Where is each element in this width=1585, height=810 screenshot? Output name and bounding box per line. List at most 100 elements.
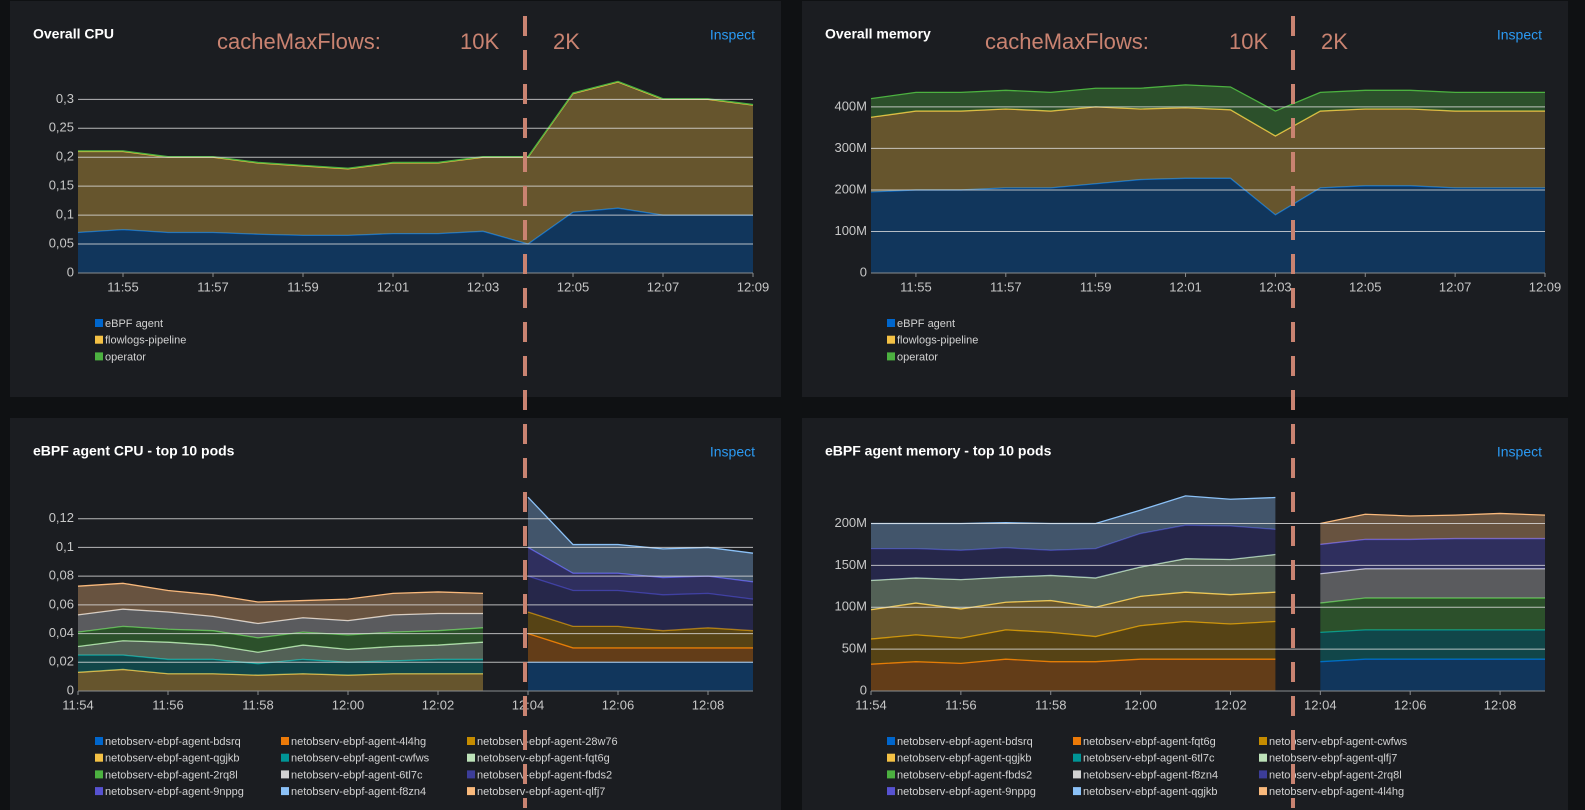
area-fill (1320, 538, 1545, 574)
y-tick-label: 0,06 (49, 596, 74, 611)
legend-swatch (95, 787, 103, 796)
x-tick-label: 12:04 (512, 697, 545, 712)
area-fill (78, 655, 483, 676)
legend-label: netobserv-ebpf-agent-fqt6g (1083, 736, 1216, 748)
area-line (527, 611, 754, 632)
legend-label: netobserv-ebpf-agent-fbds2 (897, 769, 1032, 781)
area-fill (1320, 659, 1545, 691)
legend-label: eBPF agent (105, 318, 163, 330)
legend-swatch (281, 787, 289, 796)
legend-label: netobserv-ebpf-agent-fqt6g (477, 753, 610, 765)
y-tick-label: 200M (834, 181, 867, 196)
area-line (870, 591, 1276, 611)
x-tick-label: 11:55 (900, 279, 932, 294)
area-line (1320, 629, 1545, 634)
legend-label: netobserv-ebpf-agent-2rq8l (1269, 769, 1402, 781)
y-tick-label: 100M (834, 223, 867, 238)
inspect-link[interactable]: Inspect (1497, 27, 1542, 43)
y-tick-label: 0 (67, 682, 74, 697)
x-tick-label: 11:57 (990, 279, 1022, 294)
area-line (77, 668, 483, 676)
legend-swatch (95, 335, 103, 344)
area-line (870, 620, 1276, 640)
legend-label: netobserv-ebpf-agent-qgjkb (105, 753, 240, 765)
annotation-label: cacheMaxFlows: (217, 29, 381, 54)
legend-label: operator (105, 351, 146, 363)
area-line (527, 496, 754, 554)
x-tick-label: 12:03 (467, 279, 500, 294)
area-line (871, 524, 1276, 551)
panel (10, 1, 781, 397)
legend-label: flowlogs-pipeline (105, 335, 186, 347)
legend-swatch (95, 770, 103, 779)
x-tick-label: 11:55 (107, 279, 139, 294)
legend-swatch (467, 737, 475, 745)
panel-title: eBPF agent memory - top 10 pods (825, 443, 1052, 459)
x-tick-label: 11:54 (855, 697, 887, 712)
area-line (77, 640, 484, 653)
legend-swatch (887, 319, 895, 327)
legend-label: netobserv-ebpf-agent-cwfws (291, 753, 430, 765)
panel-title: Overall CPU (33, 26, 114, 42)
area-fill (871, 525, 1276, 581)
y-tick-label: 0,1 (56, 207, 74, 222)
area-line (1320, 597, 1545, 604)
legend-label: netobserv-ebpf-agent-cwfws (1269, 736, 1408, 748)
area-fill (871, 178, 1545, 273)
charts: Overall CPU Inspect 0 0,05 0,1 0,15 0,2 0,25 0,3… (33, 26, 1561, 798)
legend-swatch (1073, 753, 1081, 762)
area-fill (78, 640, 483, 664)
legend-label: netobserv-ebpf-agent-qlfj7 (477, 786, 605, 798)
y-tick-label: 400M (834, 98, 867, 113)
area-fill (528, 662, 753, 691)
y-tick-label: 50M (842, 641, 867, 656)
area-fill (871, 554, 1276, 610)
legend-swatch (281, 737, 289, 745)
legend-swatch (887, 352, 895, 361)
legend-swatch (467, 753, 475, 762)
area-line (78, 80, 754, 169)
area-line (870, 84, 1545, 112)
legend-label: netobserv-ebpf-agent-6tl7c (291, 769, 423, 781)
inspect-link[interactable]: Inspect (710, 444, 755, 460)
x-tick-label: 12:01 (1169, 279, 1202, 294)
y-tick-label: 0,02 (49, 654, 74, 669)
area-line (78, 654, 483, 665)
area-line (870, 177, 1545, 216)
x-tick-label: 11:54 (62, 697, 94, 712)
area-line (77, 582, 484, 603)
legend-swatch (281, 753, 289, 762)
area-fill (78, 626, 483, 653)
legend-label: netobserv-ebpf-agent-qlfj7 (1269, 753, 1397, 765)
x-tick-label: 11:59 (1080, 279, 1112, 294)
legend-label: flowlogs-pipeline (897, 335, 978, 347)
x-tick-label: 11:56 (945, 697, 977, 712)
legend-label: netobserv-ebpf-agent-4l4hg (1269, 786, 1404, 798)
y-tick-label: 0,1 (56, 539, 74, 554)
x-tick-label: 12:09 (737, 279, 770, 294)
legend-swatch (95, 319, 103, 327)
area-fill (871, 621, 1276, 665)
area-line (77, 207, 753, 245)
legend-label: netobserv-ebpf-agent-f8zn4 (291, 786, 426, 798)
y-tick-label: 150M (834, 557, 867, 572)
legend-label: netobserv-ebpf-agent-9nppg (105, 786, 244, 798)
y-tick-label: 0,15 (49, 178, 74, 193)
y-tick-label: 0,2 (56, 149, 74, 164)
legend-label: netobserv-ebpf-agent-qgjkb (1083, 786, 1218, 798)
x-tick-label: 12:06 (602, 697, 635, 712)
y-tick-label: 0,25 (49, 120, 74, 135)
inspect-link[interactable]: Inspect (710, 27, 755, 43)
legend-swatch (281, 770, 289, 779)
x-tick-label: 12:07 (1439, 279, 1472, 294)
legend-label: netobserv-ebpf-agent-fbds2 (477, 769, 612, 781)
legend-swatch (1259, 737, 1267, 745)
area-fill (528, 612, 753, 648)
legend-label: eBPF agent (897, 318, 955, 330)
area-fill (1320, 568, 1545, 604)
inspect-link[interactable]: Inspect (1497, 444, 1542, 460)
x-tick-label: 12:04 (1304, 697, 1337, 712)
legend-swatch (95, 753, 103, 762)
y-tick-label: 100M (834, 599, 867, 614)
